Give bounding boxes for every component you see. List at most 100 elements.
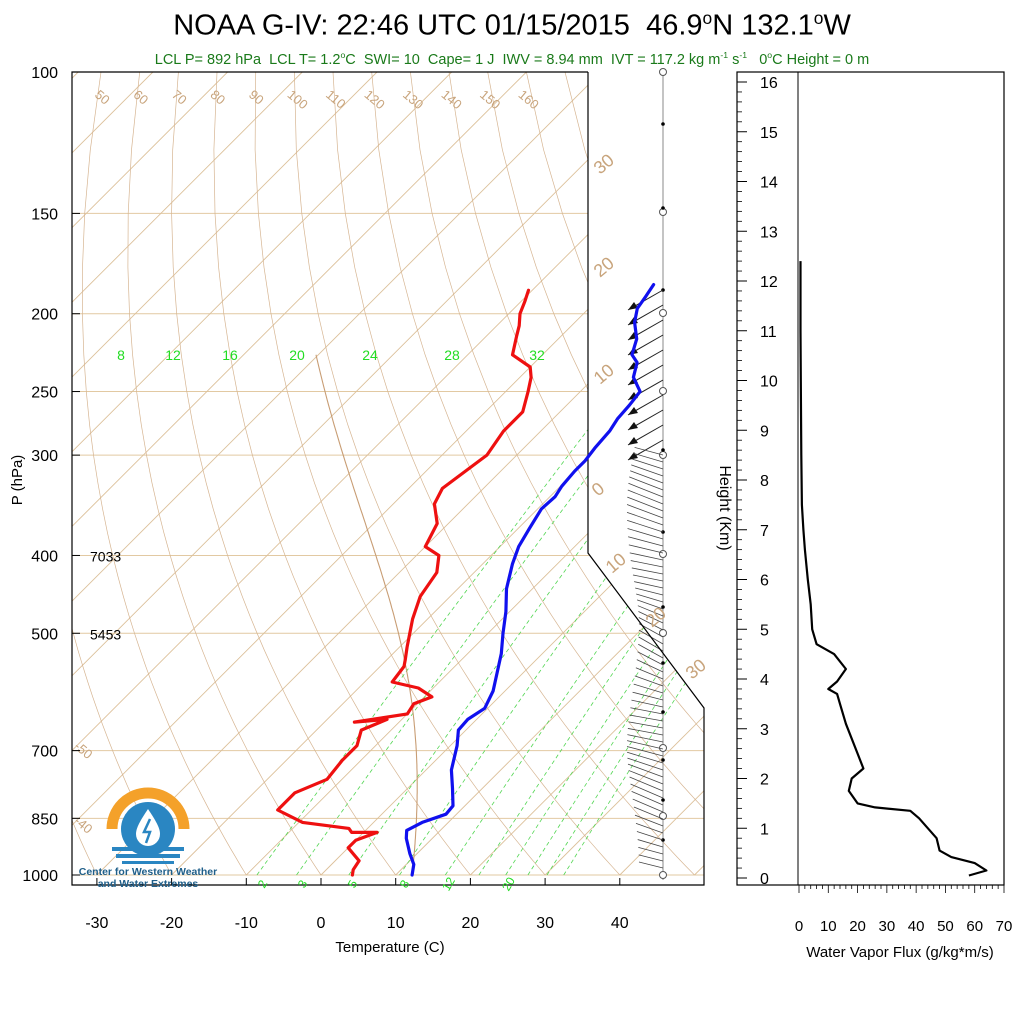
wind-barb (630, 470, 664, 484)
wind-barb (631, 699, 664, 708)
wind-level-marker (659, 68, 667, 76)
mixing-ratio-label: 16 (222, 347, 238, 363)
wind-barb (629, 714, 664, 722)
wind-barb (627, 489, 664, 505)
dewpoint-trace (276, 288, 533, 877)
mixing-ratio-label: 20 (499, 874, 518, 893)
wind-barb (632, 574, 664, 582)
dry-adiabat-line (294, 72, 621, 876)
wind-barb (626, 511, 664, 526)
wind-barb (638, 854, 664, 862)
top-isotherm-label: 90 (246, 87, 267, 108)
top-isotherm-label: 140 (439, 87, 465, 112)
x-tick-label: 40 (611, 915, 629, 932)
logo-caption: Center for Western Weather and Water Ext… (62, 866, 234, 890)
x-axis-label: Temperature (C) (335, 939, 444, 956)
mixing-ratio-label: 32 (529, 347, 545, 363)
wind-barb (631, 464, 664, 477)
dry-adiabat-line (410, 72, 704, 876)
y-axis-label: P (hPa) (9, 455, 26, 506)
wind-barb (632, 691, 664, 701)
mixing-ratio-line (399, 377, 704, 876)
wind-barb (627, 528, 664, 540)
flux-x-tick-label: 20 (849, 918, 866, 935)
isotherm-line (72, 72, 303, 876)
dry-adiabat-line (371, 72, 704, 876)
top-isotherm-label: 110 (323, 87, 349, 112)
flux-y-tick-label: 11 (760, 324, 777, 341)
isotherm-line (0, 72, 4, 875)
flux-y-tick-label: 8 (760, 473, 769, 490)
isotherm-line (72, 72, 677, 876)
wind-level-marker (659, 550, 667, 558)
skew-t-frame (71, 71, 705, 886)
dry-adiabat-line (797, 72, 1024, 875)
wind-barb (632, 798, 664, 813)
y-tick-label: 400 (31, 548, 58, 565)
dry-adiabat-line (254, 72, 546, 876)
mixing-ratio-label: 20 (289, 347, 305, 363)
flux-trace (799, 261, 988, 877)
wind-barb (627, 496, 664, 512)
mixing-ratio-label: 24 (362, 347, 378, 363)
top-isotherm-label: 70 (169, 87, 190, 108)
adiabat-label: 0 (588, 478, 609, 500)
top-isotherm-label: 120 (362, 87, 388, 112)
wind-barb (629, 476, 664, 491)
flux-y-tick-label: 13 (760, 224, 778, 241)
adiabat-label: 20 (590, 253, 618, 281)
y-tick-label: 100 (31, 65, 58, 82)
y-tick-label: 150 (31, 206, 58, 223)
cw3e-logo-icon (106, 787, 190, 864)
dry-adiabat-line (526, 72, 704, 876)
flux-x-tick-label: 50 (937, 918, 954, 935)
wind-barb-flag (628, 302, 638, 310)
flux-x-axis-label: Water Vapor Flux (g/kg*m/s) (806, 944, 994, 961)
wind-barb (636, 659, 664, 673)
wind-level-dot (661, 122, 665, 126)
dry-adiabat-line (603, 72, 704, 876)
isotherm-line (619, 72, 704, 876)
height-annotation: 7033 (90, 548, 121, 564)
wind-barb (626, 504, 664, 519)
adiabat-label: 20 (642, 603, 670, 631)
wind-barb (632, 458, 664, 470)
wind-barb (636, 593, 664, 603)
wind-barb (635, 587, 664, 596)
mixing-ratio-label: 5 (345, 877, 361, 890)
wind-barb (627, 519, 664, 533)
wind-barb (638, 643, 664, 659)
wind-barb (628, 536, 664, 547)
wind-barb (629, 776, 664, 792)
wind-barb-flag (628, 407, 638, 415)
flux-y-tick-label: 16 (760, 75, 778, 92)
flux-x-tick-label: 40 (908, 918, 925, 935)
isotherm-line (72, 72, 704, 876)
wind-level-marker (659, 629, 667, 637)
wind-barb-flag (628, 422, 638, 430)
wind-barb (636, 831, 664, 841)
wind-level-marker (659, 387, 667, 395)
mixing-ratio-label: 8 (117, 347, 125, 363)
flux-y-tick-label: 1 (760, 821, 769, 838)
wind-barb (634, 675, 664, 687)
top-isotherm-label: 100 (285, 87, 311, 112)
flux-y-tick-label: 6 (760, 573, 769, 590)
wind-level-dot (661, 798, 665, 802)
chart-title: NOAA G-IV: 22:46 UTC 01/15/2015 46.9oN 1… (173, 8, 851, 42)
y-tick-label: 700 (31, 744, 58, 761)
wind-barb (631, 567, 664, 575)
flux-x-tick-label: 10 (820, 918, 837, 935)
wind-barb (630, 783, 664, 799)
wind-level-dot (661, 758, 665, 762)
flux-x-tick-label: 0 (795, 918, 803, 935)
x-tick-label: 30 (536, 915, 554, 932)
wind-level-dot (661, 605, 665, 609)
wind-barb (631, 791, 664, 806)
wind-barb (634, 446, 664, 456)
wind-barb (630, 707, 664, 715)
wind-barb (634, 814, 664, 827)
dry-adiabat-line (82, 72, 247, 876)
wind-barb (635, 822, 664, 834)
wind-barb (627, 763, 664, 778)
